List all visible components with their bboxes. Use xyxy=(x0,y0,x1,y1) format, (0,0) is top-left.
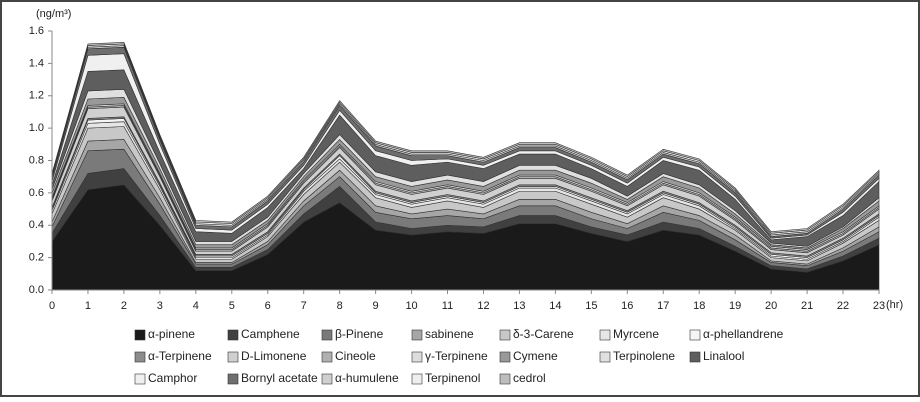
x-tick-label: 3 xyxy=(157,300,163,312)
legend-swatch xyxy=(689,351,701,363)
legend-label: Terpinenol xyxy=(425,371,480,385)
x-tick-label: 13 xyxy=(513,300,525,312)
x-tick-label: 19 xyxy=(729,300,741,312)
x-tick-label: 15 xyxy=(585,300,597,312)
legend-swatch xyxy=(689,329,701,341)
x-tick-label: 11 xyxy=(442,300,453,312)
y-tick-label: 0.8 xyxy=(29,154,44,166)
legend-label: α-phellandrene xyxy=(703,327,784,341)
legend: α-pinene Camphene β-Pinene sabinene δ-3-Care… xyxy=(134,327,784,385)
legend-swatch xyxy=(227,329,239,341)
legend-swatch xyxy=(411,351,423,363)
x-tick-label: 14 xyxy=(549,300,561,312)
y-tick-label: 0.0 xyxy=(29,284,44,296)
legend-swatch xyxy=(499,351,511,363)
x-tick-label: 8 xyxy=(337,300,343,312)
legend-swatch xyxy=(321,329,333,341)
legend-swatch xyxy=(411,329,423,341)
x-tick-label: 10 xyxy=(405,300,417,312)
y-tick-label: 1.4 xyxy=(29,57,44,69)
legend-label: δ-3-Carene xyxy=(513,327,574,341)
legend-label: Linalool xyxy=(703,349,744,363)
area xyxy=(51,42,880,234)
x-tick-label: 0 xyxy=(49,300,55,312)
y-tick-label: 0.6 xyxy=(29,187,44,199)
x-tick-label: 12 xyxy=(477,300,489,312)
x-tick-label: 7 xyxy=(301,300,307,312)
legend-label: Camphor xyxy=(148,371,197,385)
x-tick-label: 9 xyxy=(373,300,379,312)
legend-label: α-pinene xyxy=(148,327,195,341)
legend-swatch xyxy=(227,373,239,385)
x-tick-label: 1 xyxy=(85,300,91,312)
legend-swatch xyxy=(599,329,611,341)
x-axis-label: (hr) xyxy=(886,299,903,311)
x-tick-label: 17 xyxy=(657,300,669,312)
x-tick-label: 4 xyxy=(193,300,199,312)
legend-label: Bornyl acetate xyxy=(241,371,318,385)
x-tick-label: 16 xyxy=(621,300,633,312)
legend-label: α-humulene xyxy=(335,371,399,385)
x-tick-label: 21 xyxy=(801,300,813,312)
legend-label: β-Pinene xyxy=(335,327,384,341)
legend-label: γ-Terpinene xyxy=(425,349,488,363)
legend-swatch xyxy=(134,351,146,363)
legend-label: cedrol xyxy=(513,371,546,385)
legend-swatch xyxy=(499,373,511,385)
y-tick-label: 1.2 xyxy=(29,90,44,102)
x-tick-label: 2 xyxy=(121,300,127,312)
legend-label: Camphene xyxy=(241,327,300,341)
legend-label: sabinene xyxy=(425,327,474,341)
legend-swatch xyxy=(227,351,239,363)
y-tick-label: 1.0 xyxy=(29,122,44,134)
x-tick-label: 22 xyxy=(837,300,849,312)
x-tick-label: 5 xyxy=(229,300,235,312)
legend-swatch xyxy=(321,373,333,385)
x-tick-label: 6 xyxy=(265,300,271,312)
legend-label: Cineole xyxy=(335,349,376,363)
legend-label: Myrcene xyxy=(613,327,659,341)
x-tick-label: 23 xyxy=(873,300,885,312)
legend-swatch xyxy=(411,373,423,385)
legend-swatch xyxy=(134,329,146,341)
legend-swatch xyxy=(321,351,333,363)
legend-label: D-Limonene xyxy=(241,349,307,363)
legend-label: Cymene xyxy=(513,349,558,363)
x-tick-label: 18 xyxy=(693,300,705,312)
x-tick-label: 20 xyxy=(765,300,777,312)
legend-swatch xyxy=(499,329,511,341)
y-tick-label: 0.4 xyxy=(29,219,44,231)
y-tick-label: 1.6 xyxy=(29,25,44,37)
y-tick-label: 0.2 xyxy=(29,252,44,264)
legend-swatch xyxy=(599,351,611,363)
legend-label: Terpinolene xyxy=(613,349,675,363)
legend-swatch xyxy=(134,373,146,385)
y-axis-label: (ng/m³) xyxy=(36,8,71,20)
legend-label: α-Terpinene xyxy=(148,349,212,363)
